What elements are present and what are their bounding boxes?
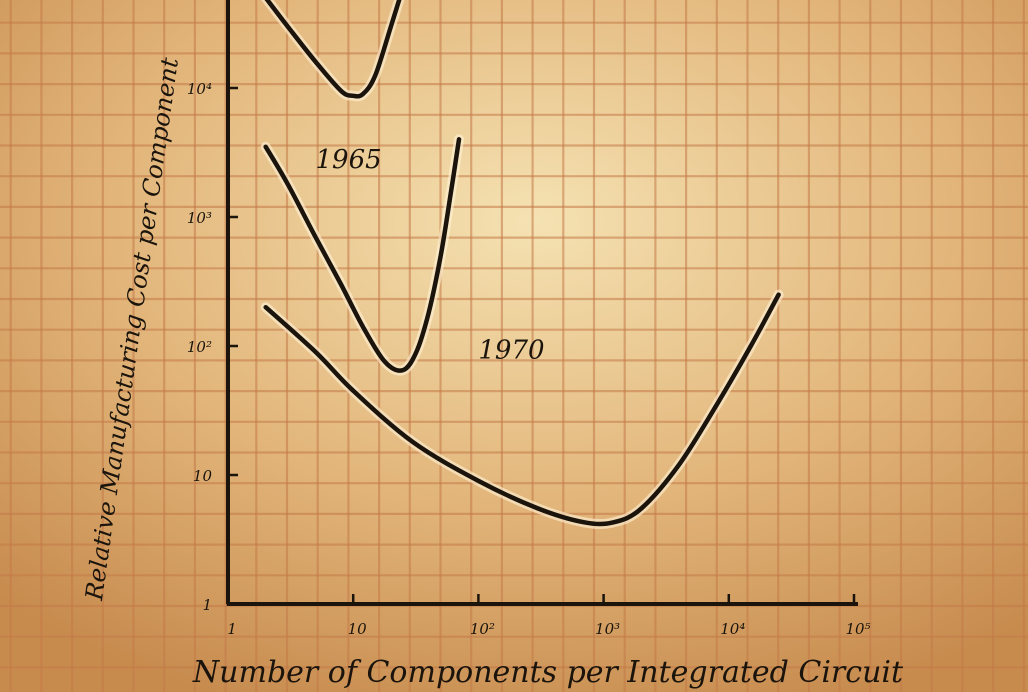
x-tick-label: 10³ bbox=[595, 620, 620, 638]
series-label-1965: 1965 bbox=[316, 145, 382, 175]
y-tick-label: 10² bbox=[187, 338, 212, 356]
y-tick-label: 10³ bbox=[187, 209, 212, 227]
x-tick-label: 10² bbox=[470, 620, 495, 638]
x-axis-label: Number of Components per Integrated Circ… bbox=[192, 655, 904, 690]
x-tick-label: 1 bbox=[227, 620, 237, 638]
series-line-1962 bbox=[264, 0, 402, 99]
series-line-1970 bbox=[263, 292, 781, 527]
series-label-1970: 1970 bbox=[478, 336, 544, 366]
axes bbox=[226, 0, 858, 606]
x-tick-label: 10⁴ bbox=[720, 620, 745, 638]
y-tick-label: 10⁴ bbox=[187, 80, 212, 98]
y-tick-label: 10 bbox=[193, 467, 213, 485]
series-layer: 196219651970 bbox=[260, 0, 784, 530]
tick-labels: 1 10 10² 10³ 10⁴ 10⁵ 1 10 10² 10³ 10⁴ bbox=[187, 80, 871, 638]
y-tick-label: 1 bbox=[202, 596, 212, 614]
series-line-1965 bbox=[263, 137, 462, 373]
x-tick-label: 10⁵ bbox=[845, 620, 870, 638]
x-tick-label: 10 bbox=[348, 620, 368, 638]
